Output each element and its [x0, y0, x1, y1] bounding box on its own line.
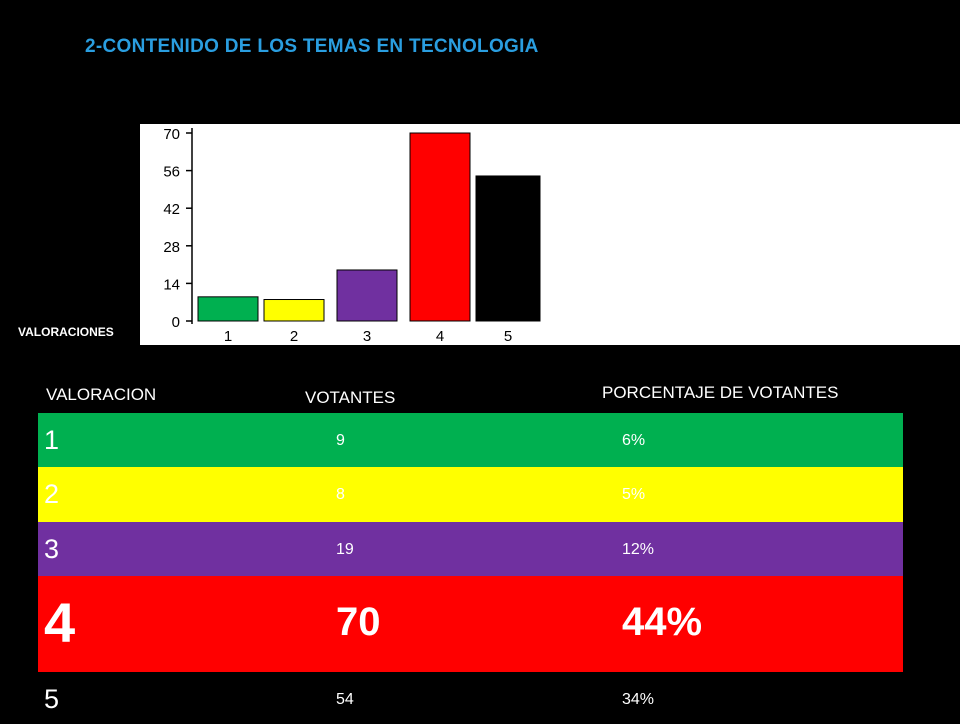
cell-porcentaje: 5% [622, 486, 646, 503]
cell-votantes: 8 [336, 486, 345, 503]
cell-valoracion: 2 [44, 479, 60, 509]
header-valoracion: VALORACION [46, 385, 157, 404]
table-row-5: 5 54 34% [38, 672, 903, 724]
cell-porcentaje: 44% [622, 600, 703, 644]
x-tick-label: 2 [290, 328, 298, 345]
cell-votantes: 19 [336, 541, 354, 558]
axis-label-valoraciones: VALORACIONES [18, 325, 114, 339]
table-row-2: 2 8 5% [38, 467, 903, 522]
y-tick-label: 0 [172, 314, 180, 331]
data-table: 1 9 6% 2 8 5% 3 19 12% 4 70 44% 5 54 34% [38, 413, 903, 724]
cell-porcentaje: 6% [622, 432, 646, 449]
cell-porcentaje: 12% [622, 541, 655, 558]
cell-porcentaje: 34% [622, 691, 655, 708]
bar-chart: 0 14 28 42 56 70 1 2 3 4 5 [140, 124, 960, 345]
header-votantes: VOTANTES [305, 388, 396, 407]
y-tick-label: 42 [163, 201, 180, 218]
cell-votantes: 54 [336, 691, 354, 708]
header-porcentaje: PORCENTAJE DE VOTANTES [602, 383, 839, 402]
bar-4 [409, 132, 471, 322]
bar-5 [475, 175, 541, 322]
x-tick-label: 4 [436, 328, 444, 345]
x-tick-label: 1 [224, 328, 232, 345]
y-tick-label: 28 [163, 239, 180, 256]
slide-title: 2-CONTENIDO DE LOS TEMAS EN TECNOLOGIA [85, 36, 539, 57]
table-row-4: 4 70 44% [38, 576, 903, 672]
y-tick-label: 70 [163, 126, 180, 143]
table-row-1: 1 9 6% [38, 413, 903, 467]
x-tick-label: 3 [363, 328, 371, 345]
bar-1 [197, 296, 259, 322]
cell-valoracion: 3 [44, 534, 60, 564]
bar-chart-svg: 0 14 28 42 56 70 1 2 3 4 5 [163, 126, 541, 345]
cell-valoracion: 4 [44, 591, 76, 654]
cell-votantes: 70 [336, 600, 381, 644]
cell-valoracion: 1 [44, 425, 60, 455]
bar-3 [336, 269, 398, 322]
cell-valoracion: 5 [44, 684, 60, 714]
y-tick-label: 56 [163, 164, 180, 181]
cell-votantes: 9 [336, 432, 345, 449]
x-tick-label: 5 [504, 328, 512, 345]
y-tick-label: 14 [163, 276, 180, 293]
bar-2 [263, 299, 325, 322]
table-row-3: 3 19 12% [38, 522, 903, 576]
